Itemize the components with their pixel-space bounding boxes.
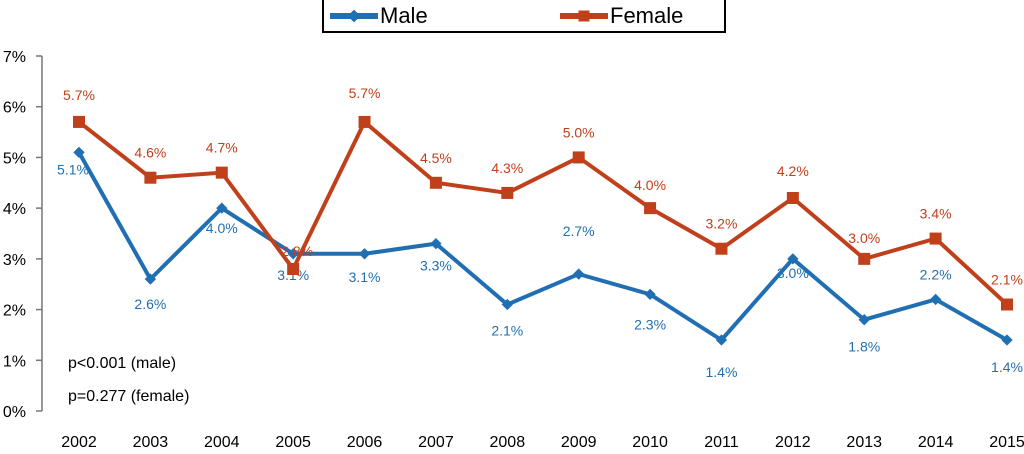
- series-line-female: [77, 118, 1009, 306]
- data-label: 1.4%: [706, 364, 738, 380]
- data-label: 5.7%: [349, 85, 381, 101]
- data-label: 3.3%: [420, 258, 452, 274]
- data-label: 2.1%: [491, 323, 523, 339]
- x-tick-label: 2004: [204, 434, 240, 451]
- data-point: [501, 186, 514, 199]
- y-tick-label: 6%: [3, 100, 26, 117]
- data-point: [786, 192, 799, 204]
- data-label: 2.7%: [563, 223, 595, 239]
- y-tick-label: 2%: [3, 303, 26, 320]
- x-axis-tick-labels: 2002 2003 2004 2005 2006 2007 2008 2009 2010 2011…: [61, 434, 1024, 451]
- data-point: [1001, 334, 1013, 346]
- y-tick-label: 4%: [3, 201, 26, 218]
- data-label: 2.1%: [991, 272, 1023, 288]
- x-tick-label: 2010: [632, 434, 668, 451]
- data-label: 5.7%: [63, 87, 95, 103]
- data-label: 4.0%: [206, 220, 238, 236]
- legend-female-line-icon: [560, 10, 608, 22]
- data-point: [715, 242, 728, 255]
- data-point: [144, 171, 157, 184]
- data-point: [1001, 298, 1013, 311]
- legend-label-female: Female: [610, 3, 684, 28]
- y-tick-label: 5%: [3, 150, 26, 167]
- data-label: 3.1%: [349, 269, 381, 285]
- x-tick-label: 2003: [133, 434, 169, 451]
- data-label: 1.8%: [848, 339, 880, 355]
- data-point: [929, 232, 942, 245]
- data-label: 3.0%: [777, 265, 809, 281]
- annotation-male-p-value: p<0.001 (male): [68, 355, 177, 372]
- annotation-female-p-value: p=0.277 (female): [68, 388, 190, 405]
- data-point: [715, 334, 728, 346]
- data-label: 5.0%: [563, 124, 595, 140]
- series-female: 5.7% 4.6% 4.7% 2.8% 5.7% 4.5% 4.3% 5.0% 4.0% 3.2%…: [63, 85, 1023, 311]
- x-tick-label: 2005: [275, 434, 311, 451]
- x-tick-label: 2012: [775, 434, 811, 451]
- y-tick-label: 7%: [3, 49, 26, 66]
- x-tick-label: 2006: [347, 434, 383, 451]
- data-point: [429, 176, 442, 189]
- data-point: [572, 151, 585, 164]
- x-tick-label: 2008: [490, 434, 526, 451]
- data-label: 5.1%: [57, 161, 89, 177]
- data-point: [358, 115, 371, 128]
- x-tick-label: 2007: [418, 434, 454, 451]
- data-point: [73, 115, 85, 128]
- legend-item-female: Female: [560, 2, 683, 30]
- data-point: [287, 248, 299, 260]
- y-axis: 0% 1% 2% 3% 4% 5% 6% 7%: [3, 49, 43, 421]
- data-label: 2.2%: [920, 266, 952, 282]
- data-label: 3.2%: [706, 216, 738, 232]
- data-point: [858, 314, 870, 326]
- x-tick-label: 2009: [561, 434, 597, 451]
- legend: Male Female: [322, 0, 726, 33]
- series-layer: 5.1%2.6%4.0%3.1%3.1%3.3%2.1%2.7%2.3%1.4%…: [57, 85, 1023, 380]
- data-point: [929, 293, 942, 306]
- data-point: [787, 253, 799, 265]
- data-point: [430, 237, 442, 250]
- data-label: 2.8%: [281, 243, 313, 259]
- y-tick-label: 3%: [3, 252, 26, 269]
- data-label: 4.0%: [634, 177, 666, 193]
- data-point: [215, 166, 228, 179]
- data-point: [644, 288, 656, 301]
- x-tick-label: 2014: [918, 434, 954, 451]
- x-tick-label: 2015: [989, 434, 1024, 451]
- data-point: [358, 248, 371, 260]
- data-label: 4.6%: [134, 145, 166, 161]
- legend-label-male: Male: [380, 3, 428, 28]
- data-label: 3.4%: [920, 206, 952, 222]
- data-point: [858, 252, 871, 265]
- data-point: [644, 202, 657, 215]
- data-label: 4.3%: [491, 160, 523, 176]
- data-point: [573, 268, 585, 280]
- data-label: 3.0%: [848, 230, 880, 246]
- data-point: [216, 202, 228, 214]
- series-line-male: [77, 151, 1008, 343]
- data-label: 2.6%: [134, 296, 166, 312]
- data-point: [287, 263, 300, 275]
- data-label: 2.3%: [634, 316, 666, 332]
- y-tick-label: 0%: [3, 404, 26, 421]
- data-label: 4.5%: [420, 150, 452, 166]
- y-tick-label: 1%: [3, 353, 26, 370]
- legend-male-line-icon: [330, 9, 378, 23]
- data-point: [501, 298, 513, 311]
- data-label: 4.2%: [777, 163, 809, 179]
- x-tick-label: 2013: [846, 434, 882, 451]
- data-label: 4.7%: [206, 140, 238, 156]
- series-male: 5.1%2.6%4.0%3.1%3.1%3.3%2.1%2.7%2.3%1.4%…: [57, 146, 1023, 380]
- data-label: 1.4%: [991, 359, 1023, 375]
- x-tick-label: 2002: [61, 434, 97, 451]
- legend-item-male: Male: [330, 2, 428, 30]
- x-tick-label: 2011: [704, 434, 739, 451]
- data-point: [144, 273, 157, 285]
